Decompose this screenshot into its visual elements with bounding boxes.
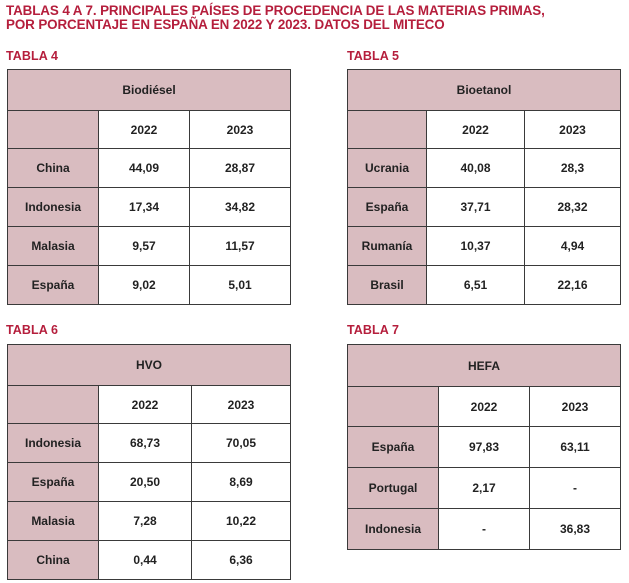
country-cell: España (347, 426, 439, 468)
tabla-4-label: TABLA 4 (6, 49, 59, 63)
value-cell: 34,82 (188, 187, 292, 227)
country-cell: Ucrania (347, 148, 427, 188)
year-header: 2022 (426, 110, 525, 149)
tabla-5-label: TABLA 5 (347, 49, 400, 63)
page-title-line-2: POR PORCENTAJE EN ESPAÑA EN 2022 Y 2023.… (6, 17, 445, 32)
table-header: HVO (6, 344, 292, 386)
year-header: 2023 (190, 385, 292, 424)
year-header: 2023 (523, 110, 622, 149)
year-header: 2022 (438, 386, 530, 427)
country-cell: Indonesia (7, 423, 99, 463)
value-cell: 97,83 (438, 426, 530, 468)
table-header: Biodiésel (6, 69, 292, 111)
table-row: Rumanía 10,37 4,94 (347, 226, 622, 266)
table-row: España 37,71 28,32 (347, 187, 622, 227)
value-cell: 9,02 (98, 265, 190, 305)
country-cell: Malasia (7, 226, 99, 266)
value-cell: 9,57 (98, 226, 190, 266)
value-cell: 22,16 (523, 265, 622, 305)
value-cell: 8,69 (190, 462, 292, 502)
year-header: 2022 (98, 385, 192, 424)
value-cell: 68,73 (98, 423, 192, 463)
country-cell: España (7, 265, 99, 305)
value-cell: 70,05 (190, 423, 292, 463)
value-cell: 10,22 (190, 501, 292, 541)
year-header: 2023 (188, 110, 292, 149)
year-header: 2022 (98, 110, 190, 149)
table-biodiesel: Biodiésel 2022 2023 China 44,09 28,87 In… (6, 69, 292, 305)
country-cell: España (7, 462, 99, 502)
country-cell: Indonesia (347, 508, 439, 550)
corner-cell (347, 386, 439, 427)
table-row: Malasia 9,57 11,57 (7, 226, 292, 266)
value-cell: 11,57 (188, 226, 292, 266)
page-title: TABLAS 4 A 7. PRINCIPALES PAÍSES DE PROC… (6, 4, 566, 32)
country-cell: Rumanía (347, 226, 427, 266)
table-row: Brasil 6,51 22,16 (347, 265, 622, 305)
value-cell: 4,94 (523, 226, 622, 266)
value-cell: - (438, 508, 530, 550)
table-row: Indonesia 68,73 70,05 (7, 423, 292, 463)
value-cell: 7,28 (98, 501, 192, 541)
table-bioetanol: Bioetanol 2022 2023 Ucrania 40,08 28,3 E… (346, 69, 622, 305)
value-cell: 44,09 (98, 148, 190, 188)
country-cell: Brasil (347, 265, 427, 305)
value-cell: 10,37 (426, 226, 525, 266)
value-cell: 6,36 (190, 540, 292, 580)
country-cell: España (347, 187, 427, 227)
table-header: Bioetanol (346, 69, 622, 111)
corner-cell (7, 385, 99, 424)
corner-cell (7, 110, 99, 149)
corner-cell (347, 110, 427, 149)
tabla-7-label: TABLA 7 (347, 323, 400, 337)
table-row: Indonesia 17,34 34,82 (7, 187, 292, 227)
country-cell: Malasia (7, 501, 99, 541)
value-cell: - (528, 467, 622, 509)
country-cell: China (7, 540, 99, 580)
table-hefa: HEFA 2022 2023 España 97,83 63,11 Portug… (346, 344, 622, 550)
table-row: España 20,50 8,69 (7, 462, 292, 502)
value-cell: 20,50 (98, 462, 192, 502)
table-header: HEFA (346, 344, 622, 387)
value-cell: 28,32 (523, 187, 622, 227)
page-title-line-1: TABLAS 4 A 7. PRINCIPALES PAÍSES DE PROC… (6, 3, 545, 18)
year-header: 2023 (528, 386, 622, 427)
table-row: España 9,02 5,01 (7, 265, 292, 305)
value-cell: 17,34 (98, 187, 190, 227)
table-hvo: HVO 2022 2023 Indonesia 68,73 70,05 Espa… (6, 344, 292, 580)
table-row: Portugal 2,17 - (347, 467, 622, 509)
table-row: China 44,09 28,87 (7, 148, 292, 188)
country-cell: China (7, 148, 99, 188)
country-cell: Indonesia (7, 187, 99, 227)
country-cell: Portugal (347, 467, 439, 509)
table-row: España 97,83 63,11 (347, 426, 622, 468)
value-cell: 5,01 (188, 265, 292, 305)
value-cell: 6,51 (426, 265, 525, 305)
value-cell: 37,71 (426, 187, 525, 227)
value-cell: 0,44 (98, 540, 192, 580)
value-cell: 28,3 (523, 148, 622, 188)
value-cell: 28,87 (188, 148, 292, 188)
value-cell: 2,17 (438, 467, 530, 509)
value-cell: 40,08 (426, 148, 525, 188)
table-row: Malasia 7,28 10,22 (7, 501, 292, 541)
table-row: Ucrania 40,08 28,3 (347, 148, 622, 188)
value-cell: 63,11 (528, 426, 622, 468)
table-row: Indonesia - 36,83 (347, 508, 622, 550)
table-row: China 0,44 6,36 (7, 540, 292, 580)
tabla-6-label: TABLA 6 (6, 323, 59, 337)
value-cell: 36,83 (528, 508, 622, 550)
